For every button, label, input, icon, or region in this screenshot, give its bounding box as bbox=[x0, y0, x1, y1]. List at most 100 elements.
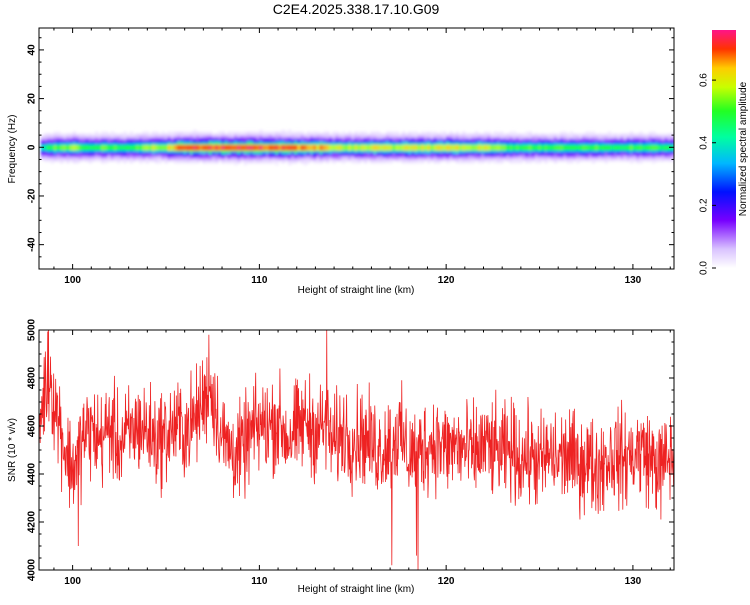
spectrogram-cell bbox=[537, 148, 542, 151]
spectrogram-cell bbox=[607, 142, 612, 145]
spectrogram-cell bbox=[82, 157, 86, 160]
spectrogram-cell bbox=[610, 148, 615, 151]
spectrogram-cell bbox=[170, 140, 175, 144]
spectrogram-cell bbox=[192, 142, 197, 145]
spectrogram-cell bbox=[151, 150, 156, 153]
spectrogram-cell bbox=[85, 139, 89, 142]
spectrogram-cell bbox=[537, 150, 542, 153]
spectrogram-cell bbox=[129, 135, 134, 138]
spectrogram-cell bbox=[341, 150, 346, 153]
spectrogram-cell bbox=[297, 148, 302, 151]
spectrogram-cell bbox=[566, 142, 571, 145]
spectrogram-cell bbox=[262, 137, 267, 140]
spectrogram-cell bbox=[104, 137, 108, 140]
spectrogram-cell bbox=[230, 135, 235, 138]
spectrogram-cell bbox=[78, 133, 83, 136]
spectrogram-cell bbox=[129, 148, 134, 151]
spectrogram-cell bbox=[439, 151, 444, 155]
spectrogram-cell bbox=[575, 144, 580, 147]
spectrogram-cell bbox=[284, 157, 289, 160]
spectrogram-cell bbox=[284, 133, 289, 136]
spectrogram-cell bbox=[427, 146, 431, 149]
spectrogram-cell bbox=[126, 135, 131, 138]
spectrogram-cell bbox=[56, 135, 61, 138]
spectrogram-cell bbox=[607, 151, 612, 155]
spectrogram-cell bbox=[325, 144, 330, 147]
spectrogram-cell bbox=[44, 151, 48, 155]
spectrogram-cell bbox=[569, 131, 574, 134]
spectrogram-cell bbox=[132, 151, 137, 155]
spectrogram-cell bbox=[75, 151, 80, 155]
spectrogram-cell bbox=[477, 151, 482, 155]
spectrogram-cell bbox=[607, 131, 612, 134]
spectrogram-cell bbox=[278, 153, 283, 156]
spectrogram-cell bbox=[237, 144, 241, 147]
spectrogram-cell bbox=[195, 133, 200, 136]
spectrogram-cell bbox=[316, 140, 321, 144]
spectrogram-cell bbox=[629, 133, 634, 136]
spectrogram-cell bbox=[629, 155, 634, 158]
spectrogram-cell bbox=[176, 144, 181, 147]
spectrogram-cell bbox=[550, 135, 555, 138]
spectrogram-cell bbox=[525, 142, 529, 145]
spectrogram-cell bbox=[379, 157, 384, 160]
spectrogram-cell bbox=[132, 146, 137, 149]
spectrogram-cell bbox=[408, 131, 412, 134]
spectrogram-cell bbox=[208, 133, 213, 136]
spectrogram-cell bbox=[256, 144, 260, 147]
spectrogram-cell bbox=[294, 140, 298, 144]
spectrogram-cell bbox=[338, 139, 343, 142]
spectrogram-cell bbox=[648, 135, 653, 138]
spectrogram-cell bbox=[101, 155, 105, 158]
spectrogram-cell bbox=[167, 150, 172, 153]
spectrogram-cell bbox=[94, 153, 99, 156]
spectrogram-cell bbox=[104, 150, 108, 153]
spectrogram-cell bbox=[142, 153, 146, 156]
spectrogram-cell bbox=[123, 155, 127, 158]
spectrogram-cell bbox=[205, 135, 210, 138]
spectrogram-cell bbox=[287, 142, 292, 145]
spectrogram-cell bbox=[613, 153, 618, 156]
spectrogram-cell bbox=[658, 151, 662, 155]
spectrogram-cell bbox=[477, 135, 482, 138]
spectrogram-cell bbox=[265, 140, 270, 144]
spectrogram-cell bbox=[75, 133, 80, 136]
spectrogram-cell bbox=[59, 153, 64, 156]
spectrogram-cell bbox=[233, 162, 238, 166]
spectrogram-cell bbox=[69, 150, 74, 153]
spectrogram-cell bbox=[452, 140, 457, 144]
spectrogram-cell bbox=[642, 140, 647, 144]
spectrogram-cell bbox=[240, 151, 245, 155]
spectrogram-cell bbox=[107, 139, 112, 142]
spectrogram-cell bbox=[66, 153, 70, 156]
spectrogram-cell bbox=[50, 151, 55, 155]
spectrogram-cell bbox=[522, 133, 526, 136]
spectrogram-cell bbox=[129, 160, 134, 164]
spectrogram-cell bbox=[347, 150, 352, 153]
spectrogram-cell bbox=[192, 146, 197, 149]
spectrogram-cell bbox=[50, 139, 55, 142]
spectrogram-cell bbox=[601, 155, 605, 158]
spectrogram-cell bbox=[284, 137, 289, 140]
spectrogram-cell bbox=[496, 155, 501, 158]
spectrogram-cell bbox=[382, 142, 387, 145]
spectrogram-cell bbox=[275, 157, 279, 160]
spectrogram-cell bbox=[550, 144, 555, 147]
spectrogram-cell bbox=[230, 133, 235, 136]
spectrogram-cell bbox=[465, 139, 469, 142]
spectrogram-cell bbox=[512, 135, 517, 138]
spectrogram-cell bbox=[474, 148, 479, 151]
spectrogram-cell bbox=[607, 144, 612, 147]
spectrogram-cell bbox=[582, 148, 586, 151]
spectrogram-cell bbox=[566, 150, 571, 153]
spectrogram-cell bbox=[461, 144, 466, 147]
spectrogram-cell bbox=[601, 135, 605, 138]
spectrogram-cell bbox=[271, 137, 276, 140]
spectrogram-cell bbox=[601, 151, 605, 155]
spectrogram-cell bbox=[531, 133, 536, 136]
spectrogram-cell bbox=[306, 160, 311, 164]
spectrogram-cell bbox=[613, 148, 618, 151]
spectrogram-cell bbox=[594, 159, 599, 162]
spectrogram-cell bbox=[281, 139, 286, 142]
spectrogram-cell bbox=[186, 155, 191, 158]
